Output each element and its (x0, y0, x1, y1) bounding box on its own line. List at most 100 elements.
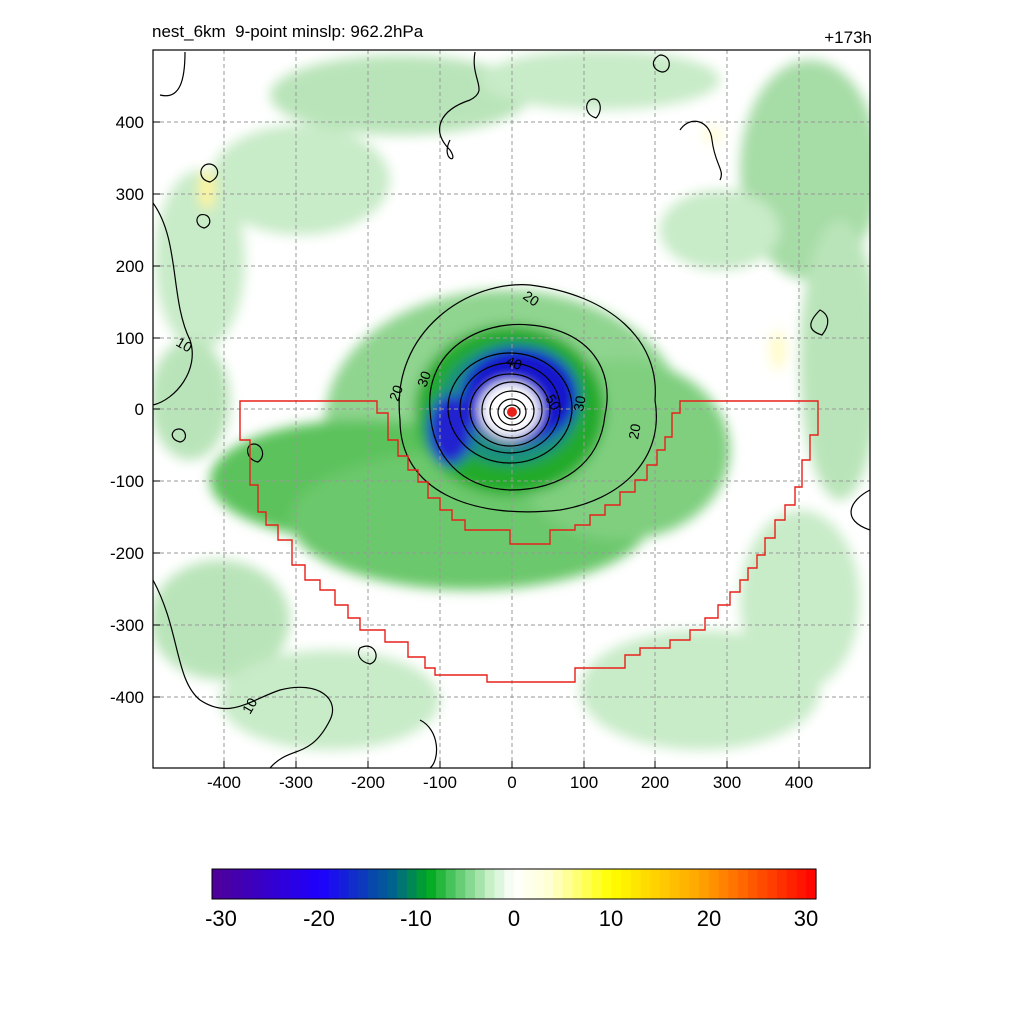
colorbar-cell (270, 869, 281, 899)
contour-label: 10 (239, 695, 261, 717)
colorbar-cell (640, 869, 651, 899)
colorbar-cell (699, 869, 710, 899)
colorbar-cell (504, 869, 515, 899)
shaded-field (153, 50, 870, 750)
colorbar-cell (309, 869, 320, 899)
colorbar-cell (806, 869, 817, 899)
colorbar-cells (212, 869, 817, 899)
colorbar-cell (221, 869, 233, 899)
colorbar-cell (747, 869, 759, 899)
colorbar-cell (591, 869, 603, 899)
colorbar-cell (650, 869, 661, 899)
colorbar-cell (426, 869, 437, 899)
y-tick-label: -200 (110, 544, 144, 563)
contour-label: 40 (504, 353, 524, 373)
colorbar-tick-labels: -30 -20 -10 0 10 20 30 (205, 906, 818, 931)
colorbar-cell (533, 869, 544, 899)
colorbar-cell (241, 869, 252, 899)
colorbar-cell (777, 869, 788, 899)
colorbar-cell (757, 869, 768, 899)
contour-label: 20 (625, 422, 643, 440)
colorbar-cell (416, 869, 427, 899)
y-tick-label: 200 (116, 257, 144, 276)
colorbar-cell (406, 869, 418, 899)
colorbar-tick-label: 30 (794, 906, 818, 931)
colorbar-cell (319, 869, 330, 899)
colorbar-cell (552, 869, 564, 899)
plot-title: nest_6km 9-point minslp: 962.2hPa (152, 22, 424, 41)
colorbar-cell (397, 869, 408, 899)
y-tick-label: -400 (110, 688, 144, 707)
colorbar-cell (494, 869, 505, 899)
colorbar-cell (669, 869, 681, 899)
colorbar-cell (260, 869, 272, 899)
colorbar-cell (455, 869, 466, 899)
colorbar-cell (523, 869, 535, 899)
colorbar-cell (562, 869, 574, 899)
colorbar-cell (718, 869, 729, 899)
contour-label: 10 (174, 334, 196, 356)
colorbar-frame (211, 868, 817, 900)
contour-label: 30 (414, 369, 434, 389)
colorbar-tick-label: -10 (400, 906, 432, 931)
x-tick-label: 100 (570, 773, 598, 792)
colorbar-cell (328, 869, 340, 899)
colorbar-cell (708, 869, 720, 899)
colorbar-cell (231, 869, 242, 899)
colorbar-cell (728, 869, 739, 899)
colorbar-tick-label: -30 (205, 906, 237, 931)
y-tick-labels: 400 300 200 100 0 -100 -200 -300 -400 (110, 113, 144, 707)
colorbar-cell (679, 869, 690, 899)
colorbar-cell (299, 869, 311, 899)
x-tick-label: 0 (507, 773, 516, 792)
colorbar-cell (660, 869, 671, 899)
colorbar-cell (630, 869, 642, 899)
colorbar-cell (796, 869, 807, 899)
colorbar-cell (621, 869, 632, 899)
x-tick-label: 400 (785, 773, 813, 792)
y-tick-label: 100 (116, 329, 144, 348)
x-tick-label: -400 (207, 773, 241, 792)
colorbar-tick-label: 20 (697, 906, 721, 931)
x-tick-label: 200 (641, 773, 669, 792)
storm-center-marker (507, 407, 517, 417)
x-tick-label: -200 (351, 773, 385, 792)
colorbar-cell (445, 869, 457, 899)
colorbar-cell (280, 869, 291, 899)
x-tick-label: -100 (423, 773, 457, 792)
y-tick-label: 0 (135, 400, 144, 419)
colorbar-cell (289, 869, 301, 899)
colorbar-tick-label: 0 (508, 906, 520, 931)
colorbar-cell (611, 869, 622, 899)
colorbar-cell (465, 869, 476, 899)
colorbar-cell (582, 869, 593, 899)
colorbar-cell (767, 869, 778, 899)
colorbar-cell (338, 869, 349, 899)
colorbar-cell (250, 869, 262, 899)
colorbar-tick-label: 10 (599, 906, 623, 931)
y-tick-label: -100 (110, 472, 144, 491)
y-tick-label: 400 (116, 113, 144, 132)
contour-label: 50 (542, 392, 564, 414)
axis-ticks (153, 121, 800, 768)
colorbar-cell (786, 869, 798, 899)
colorbar-cell (212, 869, 223, 899)
colorbar-cell (348, 869, 359, 899)
colorbar-cell (377, 869, 388, 899)
wind-contours (153, 51, 870, 768)
contour-label: 20 (386, 383, 406, 403)
x-tick-label: -300 (279, 773, 313, 792)
colorbar-cell (572, 869, 583, 899)
x-tick-label: 300 (713, 773, 741, 792)
colorbar-cell (484, 869, 496, 899)
colorbar-cell (387, 869, 398, 899)
colorbar-cell (514, 869, 525, 899)
colorbar-cell (358, 869, 369, 899)
colorbar-cell (367, 869, 379, 899)
colorbar-cell (601, 869, 613, 899)
colorbar-cell (689, 869, 700, 899)
contour-label: 30 (570, 394, 588, 412)
colorbar-tick-label: -20 (303, 906, 335, 931)
y-tick-label: -300 (110, 616, 144, 635)
